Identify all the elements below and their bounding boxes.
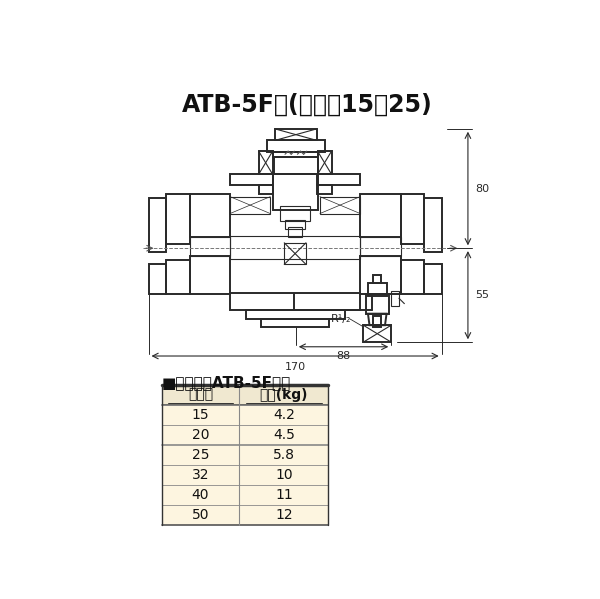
Bar [166,194,190,244]
Bar [190,237,230,256]
Bar [261,319,329,326]
Bar [149,264,166,295]
Bar [364,325,391,342]
Bar [360,237,401,256]
Bar [424,264,442,295]
Bar [272,174,317,210]
Bar [230,174,274,185]
Bar [317,151,332,174]
Bar [166,260,190,295]
Bar [267,140,325,152]
Bar [230,196,271,214]
Text: 呼び径: 呼び径 [188,388,213,401]
Bar [365,295,389,314]
Text: 25: 25 [192,447,209,462]
Bar [162,404,328,425]
Bar [401,260,424,295]
Bar [317,174,360,185]
Bar [424,198,442,252]
Bar [190,194,230,237]
Bar [360,256,401,295]
Bar [245,310,344,319]
Text: 50: 50 [192,507,209,522]
Bar [360,194,401,237]
Bar [162,444,328,465]
Bar [368,283,386,296]
Text: 11: 11 [275,488,293,501]
Text: 15: 15 [192,407,209,422]
Bar [162,385,328,404]
Text: 32: 32 [192,468,209,482]
Bar [274,158,317,174]
Bar [284,243,306,264]
Bar [401,194,424,244]
Text: 質量(kg): 質量(kg) [260,388,308,401]
Bar [259,151,272,174]
Bar [162,504,328,525]
Text: 40: 40 [192,488,209,501]
Text: 88: 88 [337,352,350,361]
Bar [317,185,332,194]
Text: 4.5: 4.5 [273,428,295,441]
Text: R¹/₂: R¹/₂ [331,314,351,324]
Text: 80: 80 [476,183,490,193]
Text: 20: 20 [192,428,209,441]
Bar [190,256,230,295]
Text: 12: 12 [275,507,293,522]
Bar [373,275,381,283]
Bar [275,129,317,140]
Text: 5.8: 5.8 [273,447,295,462]
Text: 170: 170 [284,362,305,372]
Text: 4.2: 4.2 [273,407,295,422]
Bar [280,206,310,221]
Bar [391,291,399,306]
Bar [320,196,360,214]
Text: 55: 55 [476,290,490,300]
Bar [230,236,360,259]
Text: ■質量表（ATB-5F型）: ■質量表（ATB-5F型） [162,375,291,391]
Bar [230,293,360,310]
Bar [259,185,274,194]
Bar [162,425,328,444]
Bar [149,198,166,252]
Bar [162,485,328,504]
Bar [288,228,302,237]
Bar [285,220,305,229]
Bar [274,152,319,158]
Bar [373,316,381,326]
Text: 10: 10 [275,468,293,482]
Text: ATB-5F型(呼び彄15～25): ATB-5F型(呼び彄15～25) [182,93,433,117]
Bar [162,465,328,485]
